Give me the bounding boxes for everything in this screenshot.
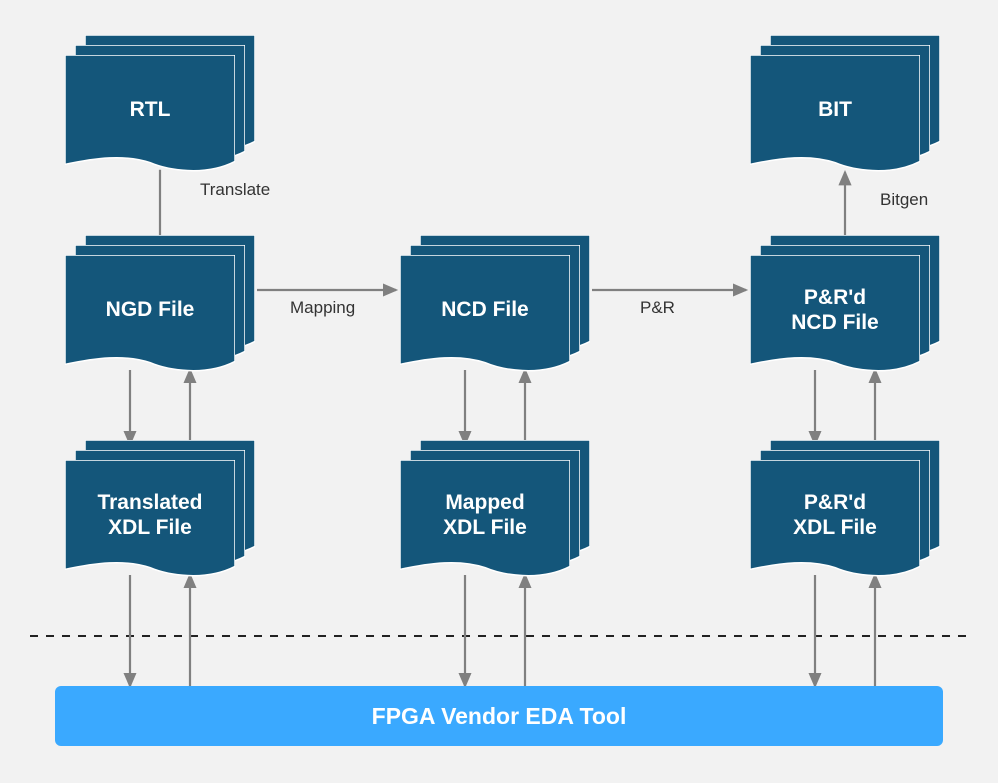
node-rtl-front: RTL — [65, 55, 235, 177]
node-prxdl-front: P&R'd XDL File — [750, 460, 920, 582]
node-mxdl: Mapped XDL File — [400, 440, 590, 582]
node-ncd-label: NCD File — [400, 255, 570, 365]
edge-label-bitgen: Bitgen — [880, 190, 928, 210]
node-txdl-label: Translated XDL File — [65, 460, 235, 570]
node-prncd-label: P&R'd NCD File — [750, 255, 920, 365]
node-ngd: NGD File — [65, 235, 255, 377]
eda-tool-label: FPGA Vendor EDA Tool — [372, 703, 627, 730]
node-txdl: Translated XDL File — [65, 440, 255, 582]
edge-label-mapping: Mapping — [290, 298, 355, 318]
node-mxdl-label: Mapped XDL File — [400, 460, 570, 570]
node-rtl: RTL — [65, 35, 255, 177]
fpga-flow-diagram: RTL NGD File Translated XDL File NCD File Ma… — [0, 0, 998, 783]
node-rtl-label: RTL — [65, 55, 235, 165]
node-prncd-front: P&R'd NCD File — [750, 255, 920, 377]
node-prncd: P&R'd NCD File — [750, 235, 940, 377]
node-txdl-front: Translated XDL File — [65, 460, 235, 582]
edge-label-pr: P&R — [640, 298, 675, 318]
node-ncd: NCD File — [400, 235, 590, 377]
node-bit-front: BIT — [750, 55, 920, 177]
eda-tool-box: FPGA Vendor EDA Tool — [55, 686, 943, 746]
node-ngd-front: NGD File — [65, 255, 235, 377]
node-ngd-label: NGD File — [65, 255, 235, 365]
node-bit: BIT — [750, 35, 940, 177]
node-ncd-front: NCD File — [400, 255, 570, 377]
node-prxdl-label: P&R'd XDL File — [750, 460, 920, 570]
node-bit-label: BIT — [750, 55, 920, 165]
node-mxdl-front: Mapped XDL File — [400, 460, 570, 582]
node-prxdl: P&R'd XDL File — [750, 440, 940, 582]
edge-label-translate: Translate — [200, 180, 270, 200]
